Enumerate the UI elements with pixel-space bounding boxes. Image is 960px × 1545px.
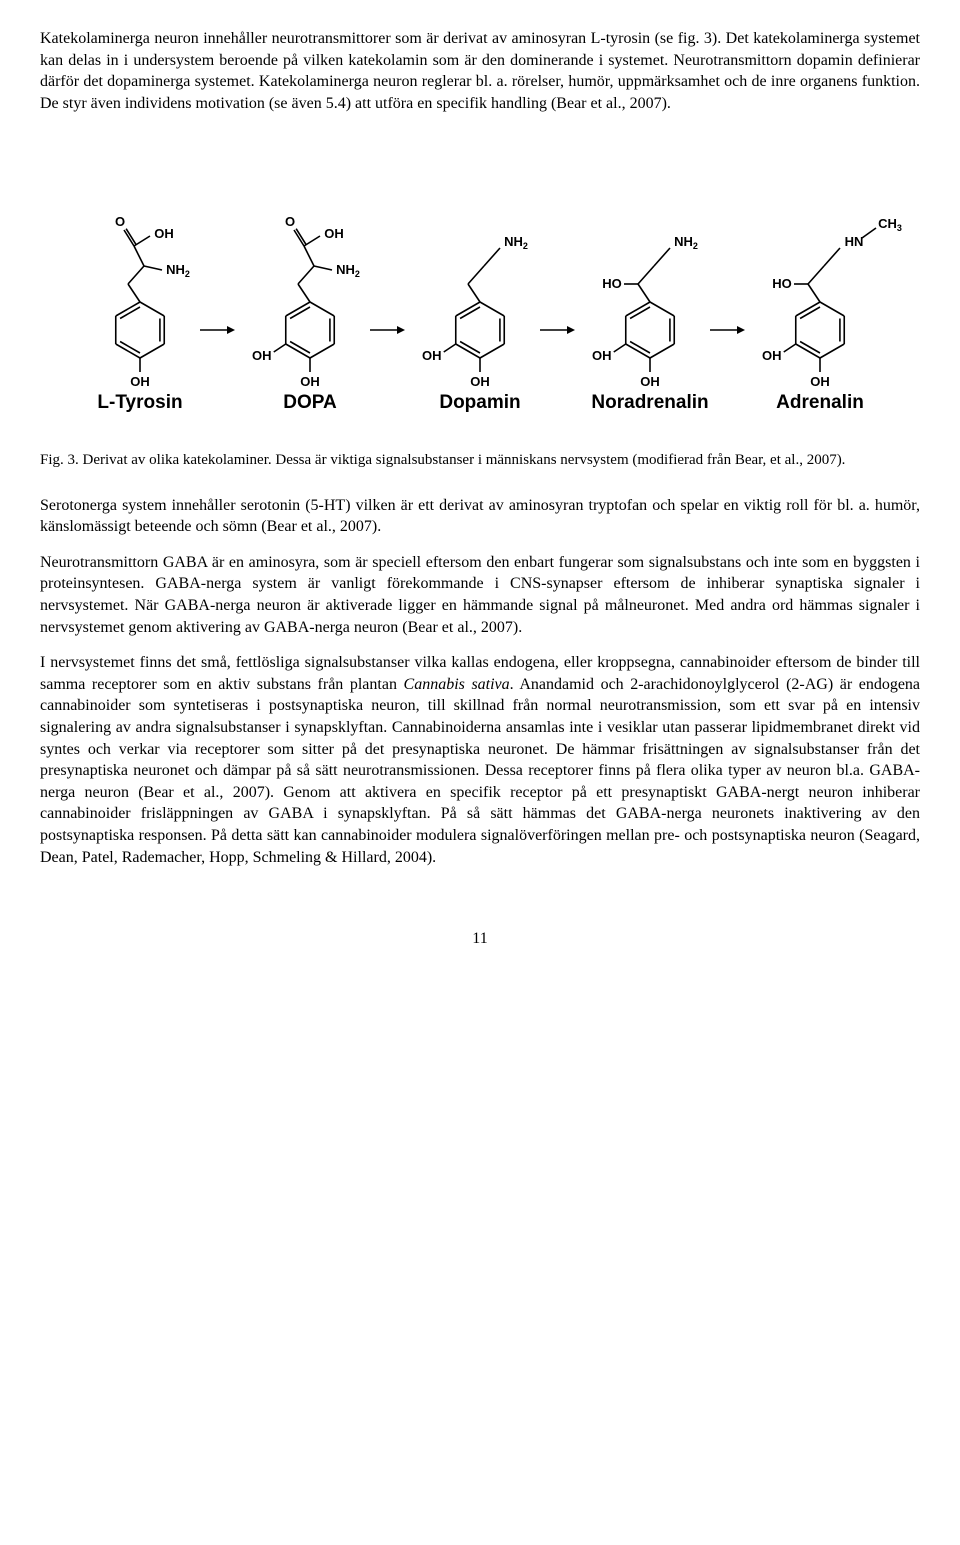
svg-text:HO: HO xyxy=(602,276,622,291)
paragraph-4-italic: Cannabis sativa xyxy=(404,676,510,693)
catecholamine-pathway-svg: OHOOHNH2L-TyrosinOHOHOOHNH2DOPAOHOHNH2Do… xyxy=(50,140,910,440)
svg-text:Noradrenalin: Noradrenalin xyxy=(591,392,708,413)
svg-text:OH: OH xyxy=(592,348,612,363)
svg-text:L-Tyrosin: L-Tyrosin xyxy=(97,392,182,413)
paragraph-3: Neurotransmittorn GABA är en aminosyra, … xyxy=(40,552,920,638)
paragraph-4: I nervsystemet finns det små, fettlöslig… xyxy=(40,652,920,868)
svg-text:NH2: NH2 xyxy=(674,234,698,251)
svg-text:OH: OH xyxy=(300,374,320,389)
svg-text:HO: HO xyxy=(772,276,792,291)
svg-text:O: O xyxy=(285,214,295,229)
svg-text:DOPA: DOPA xyxy=(283,392,337,413)
svg-text:OH: OH xyxy=(252,348,272,363)
svg-text:Adrenalin: Adrenalin xyxy=(776,392,864,413)
svg-text:HN: HN xyxy=(845,234,864,249)
svg-text:OH: OH xyxy=(422,348,442,363)
paragraph-4b: . Anandamid och 2-arachidonoylglycerol (… xyxy=(40,676,920,866)
figure-3-caption: Fig. 3. Derivat av olika katekolaminer. … xyxy=(40,450,920,470)
svg-text:NH2: NH2 xyxy=(336,262,360,279)
svg-text:OH: OH xyxy=(810,374,830,389)
svg-text:NH2: NH2 xyxy=(504,234,528,251)
svg-text:O: O xyxy=(115,214,125,229)
page: Katekolaminerga neuron innehåller neurot… xyxy=(0,0,960,990)
figure-3: OHOOHNH2L-TyrosinOHOHOOHNH2DOPAOHOHNH2Do… xyxy=(40,140,920,470)
svg-text:OH: OH xyxy=(762,348,782,363)
svg-text:NH2: NH2 xyxy=(166,262,190,279)
svg-text:OH: OH xyxy=(470,374,490,389)
paragraph-1: Katekolaminerga neuron innehåller neurot… xyxy=(40,28,920,114)
svg-text:Dopamin: Dopamin xyxy=(439,392,520,413)
paragraph-2: Serotonerga system innehåller serotonin … xyxy=(40,495,920,538)
svg-text:CH3: CH3 xyxy=(878,216,902,233)
svg-text:OH: OH xyxy=(154,226,174,241)
page-number: 11 xyxy=(40,928,920,950)
svg-text:OH: OH xyxy=(640,374,660,389)
svg-text:OH: OH xyxy=(324,226,344,241)
svg-text:OH: OH xyxy=(130,374,150,389)
